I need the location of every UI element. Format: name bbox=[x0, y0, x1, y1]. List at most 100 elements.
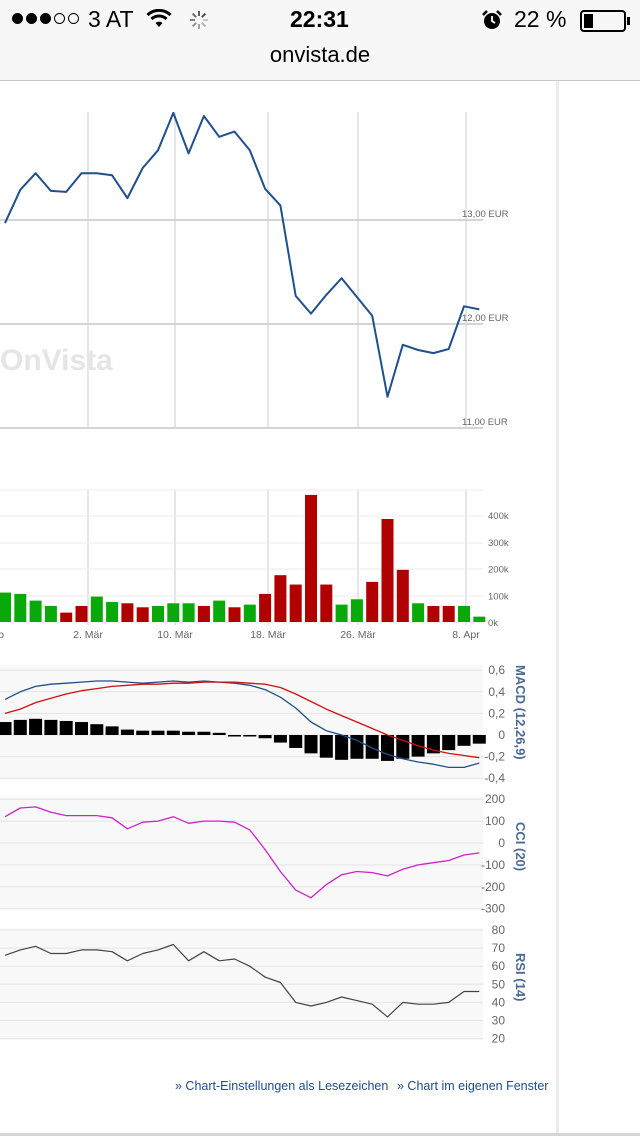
signal-dot bbox=[26, 13, 37, 24]
volume-bar bbox=[106, 601, 119, 622]
macd-signal-line bbox=[4, 681, 480, 759]
macd-histogram-bar bbox=[90, 724, 104, 735]
bottom-divider bbox=[0, 1133, 640, 1136]
volume-bar bbox=[458, 605, 470, 622]
rsi-axis-tick-label: 40 bbox=[492, 995, 506, 1009]
macd-histogram-bar bbox=[182, 731, 196, 735]
macd-histogram-bar bbox=[258, 735, 272, 739]
volume-bar bbox=[213, 600, 226, 622]
volume-bar bbox=[44, 605, 57, 622]
macd-histogram-bar bbox=[228, 735, 241, 737]
volume-bar bbox=[0, 592, 11, 622]
volume-bar bbox=[289, 584, 302, 622]
volume-bar bbox=[243, 604, 256, 622]
volume-bar bbox=[350, 599, 363, 622]
carrier-name: 3 AT bbox=[88, 6, 134, 32]
macd-histogram-bar bbox=[105, 726, 119, 735]
macd-axis-tick-label: -0,4 bbox=[484, 771, 505, 785]
macd-histogram-bar bbox=[75, 722, 88, 735]
volume-axis-tick-label: 100k bbox=[488, 591, 509, 602]
macd-histogram-bar bbox=[319, 735, 333, 758]
macd-histogram-bar bbox=[0, 722, 12, 735]
signal-dot bbox=[40, 13, 51, 24]
rsi-axis-tick-label: 30 bbox=[492, 1014, 506, 1028]
status-bar: 3 AT 22:31 22 % bbox=[0, 0, 640, 40]
bookmark-settings-link[interactable]: » Chart-Einstellungen als Lesezeichen bbox=[175, 1079, 389, 1093]
volume-axis-tick-label: 200k bbox=[488, 565, 509, 576]
alarm-icon bbox=[481, 9, 503, 36]
signal-dot bbox=[54, 13, 65, 24]
url-bar[interactable]: onvista.de bbox=[0, 40, 640, 81]
volume-panel: 400k 300k 200k 100k 0k eb 2. Mär 10. Mär 18. Mär… bbox=[0, 489, 509, 641]
loading-spinner-icon bbox=[188, 9, 210, 36]
signal-dot bbox=[68, 13, 79, 24]
macd-histogram-bar bbox=[13, 719, 27, 735]
volume-bar bbox=[197, 605, 210, 622]
volume-bar bbox=[259, 593, 272, 622]
volume-axis-tick-label: 300k bbox=[488, 538, 509, 549]
wifi-icon bbox=[146, 8, 172, 34]
volume-bar bbox=[366, 581, 379, 622]
url-text: onvista.de bbox=[269, 42, 371, 67]
macd-histogram-bar bbox=[457, 735, 471, 746]
rsi-axis-tick-label: 50 bbox=[492, 977, 506, 991]
page-edge-divider bbox=[556, 81, 559, 1136]
macd-axis-tick-label: -0,2 bbox=[484, 750, 505, 764]
volume-bar bbox=[167, 603, 180, 622]
price-axis-tick-label: 12,00 EUR bbox=[462, 313, 509, 324]
volume-bar bbox=[90, 596, 103, 622]
macd-histogram-bar bbox=[273, 735, 287, 743]
volume-bar bbox=[29, 600, 42, 622]
volume-bar bbox=[60, 612, 73, 622]
macd-histogram-bar bbox=[120, 729, 134, 735]
macd-histogram-bar bbox=[44, 719, 58, 735]
volume-bar bbox=[152, 605, 164, 622]
macd-axis-title: MACD (12,26,9) bbox=[513, 665, 528, 760]
macd-line bbox=[4, 680, 480, 769]
macd-axis-tick-label: 0,6 bbox=[488, 663, 505, 677]
volume-bar bbox=[427, 605, 440, 622]
date-axis-tick-label: eb bbox=[0, 629, 4, 641]
macd-histogram-bar bbox=[289, 735, 303, 748]
macd-histogram-bar bbox=[472, 735, 486, 744]
date-axis-tick-label: 26. Mär bbox=[340, 629, 376, 641]
macd-histogram-bar bbox=[151, 730, 165, 735]
macd-histogram-bar bbox=[243, 735, 257, 737]
volume-bar bbox=[442, 605, 455, 622]
volume-bar bbox=[381, 519, 394, 622]
macd-histogram-bar bbox=[212, 732, 226, 735]
signal-strength-icon bbox=[12, 13, 79, 24]
price-axis-tick-label: 11,00 EUR bbox=[462, 417, 508, 428]
cci-axis-tick-label: -300 bbox=[481, 902, 505, 916]
volume-bar bbox=[335, 604, 348, 622]
macd-axis-tick-label: 0,4 bbox=[488, 685, 505, 699]
date-axis-tick-label: 2. Mär bbox=[73, 629, 103, 641]
rsi-axis-tick-label: 60 bbox=[492, 959, 506, 973]
rsi-axis-title: RSI (14) bbox=[513, 953, 528, 1001]
price-axis-tick-label: 13,00 EUR bbox=[462, 209, 509, 220]
cci-axis-tick-label: 100 bbox=[485, 814, 505, 828]
battery-icon bbox=[580, 10, 632, 37]
rsi-panel: 80 70 60 50 40 30 20 RSI (14) bbox=[0, 923, 528, 1046]
macd-histogram-bar bbox=[197, 731, 211, 735]
macd-histogram-bar bbox=[442, 735, 456, 751]
macd-panel: 0,6 0,4 0,2 0 -0,2 -0,4 MACD (12,26,9) bbox=[0, 663, 528, 785]
clock-time: 22:31 bbox=[290, 6, 349, 32]
volume-bar bbox=[320, 584, 333, 622]
open-chart-window-link[interactable]: » Chart im eigenen Fenster bbox=[397, 1079, 549, 1093]
price-panel: OnVista 13,00 EUR 12,00 EUR 11,00 EUR bbox=[0, 111, 509, 429]
volume-bar bbox=[473, 616, 486, 622]
signal-dot bbox=[12, 13, 23, 24]
macd-histogram-bar bbox=[29, 718, 43, 735]
cci-line bbox=[4, 806, 480, 899]
chart-page: OnVista 13,00 EUR 12,00 EUR 11,00 EUR 400k 3… bbox=[0, 81, 640, 1136]
macd-histogram-bar bbox=[381, 735, 394, 761]
macd-histogram-bar bbox=[350, 735, 364, 759]
battery-percentage: 22 % bbox=[514, 6, 567, 32]
date-axis-tick-label: 8. Apr bbox=[452, 629, 480, 641]
cci-axis-tick-label: -100 bbox=[481, 858, 505, 872]
cci-axis-tick-label: -200 bbox=[481, 880, 505, 894]
date-axis-tick-label: 10. Mär bbox=[157, 629, 193, 641]
rsi-axis-tick-label: 70 bbox=[492, 941, 506, 955]
